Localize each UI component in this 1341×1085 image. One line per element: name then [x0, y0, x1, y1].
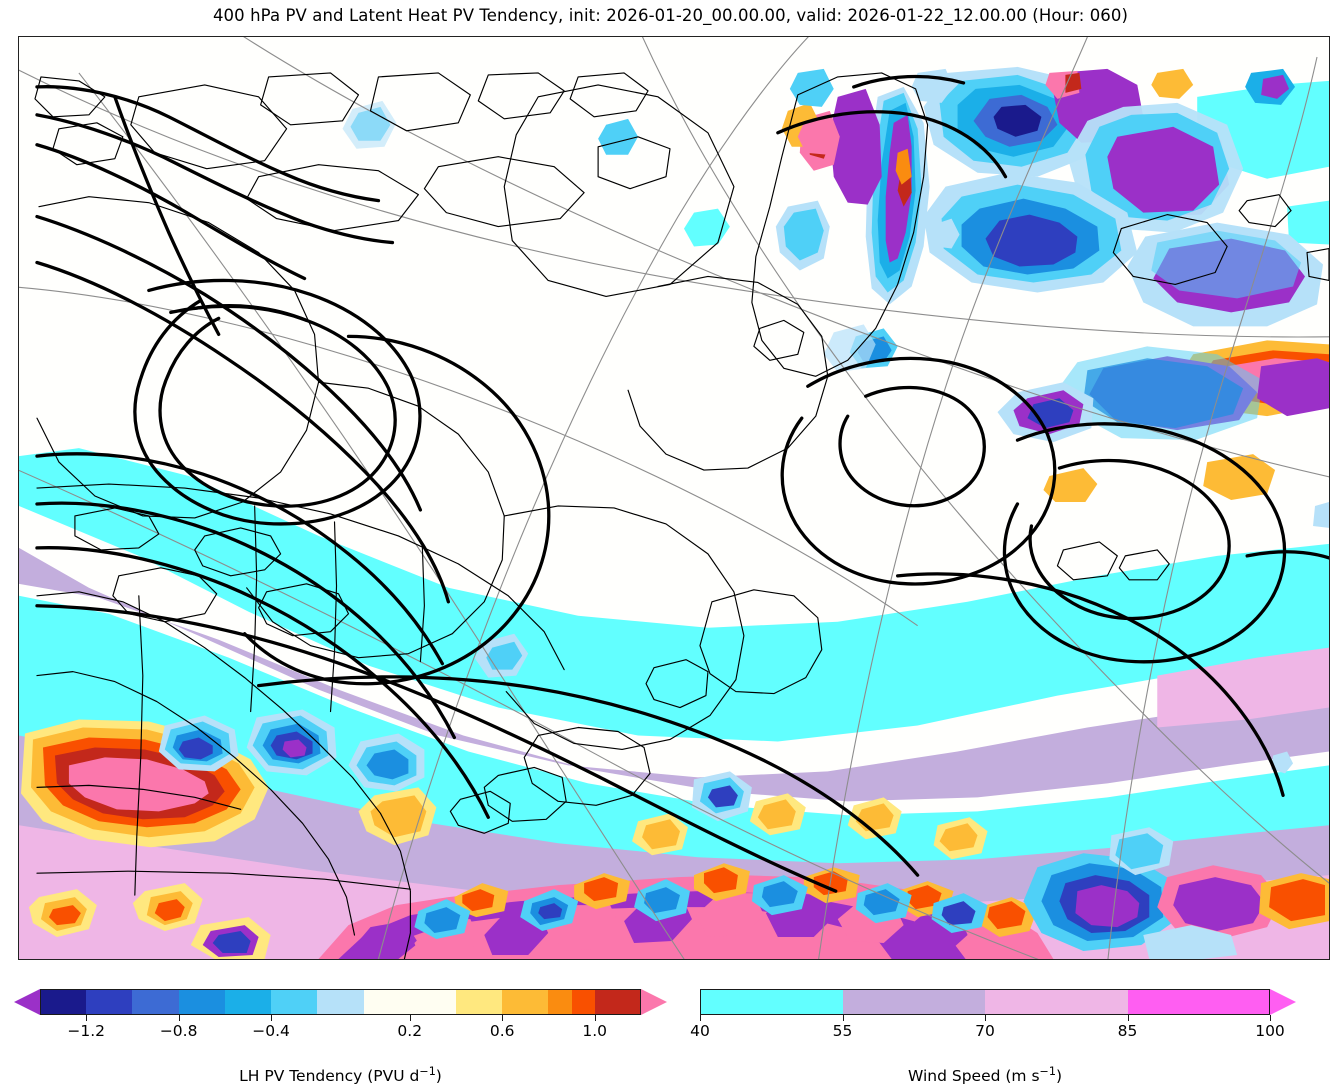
colorbar-lh-segment: [224, 989, 272, 1015]
tick-mark: [594, 1015, 596, 1021]
colorbar-ws-segment: [985, 989, 1128, 1015]
tick-mark: [985, 1015, 986, 1021]
colorbar-ws-segment: [1127, 989, 1270, 1015]
colorbar-ws-label-exponent: −1: [1039, 1064, 1056, 1078]
colorbar-wind-speed[interactable]: 40 55 70 85 100 Wind Speed (m s−1): [690, 989, 1296, 1085]
tick-mark: [86, 1015, 88, 1021]
colorbar-lh-gradient[interactable]: [14, 989, 667, 1015]
colorbar-ws-label-tail: ): [1055, 1067, 1063, 1085]
tick-label: 70: [975, 1022, 995, 1040]
colorbar-lh-segment: [40, 989, 87, 1015]
coastline-layer: [34, 72, 1329, 959]
tick-label: 0.6: [489, 1022, 515, 1040]
tick-mark: [1127, 1015, 1129, 1021]
colorbar-lh-segment: [548, 989, 572, 1015]
colorbar-lh-segment: [178, 989, 225, 1015]
colorbar-lh-extend-max-arrow: [641, 989, 667, 1015]
graticule-layer: [19, 37, 1329, 959]
colorbar-lh-ticks: −1.2 −0.8 −0.4 0.2 0.6 1.0 LH PV Tendenc…: [40, 1015, 641, 1085]
lh-pv-tendency-fill-layer: [20, 66, 1329, 959]
colorbar-lh-pv-tendency[interactable]: −1.2 −0.8 −0.4 0.2 0.6 1.0 LH PV Tendenc…: [14, 989, 667, 1085]
map-canvas: [19, 37, 1329, 959]
colorbar-ws-axis-label: Wind Speed (m s−1): [700, 1064, 1270, 1085]
colorbar-ws-ticks: 40 55 70 85 100 Wind Speed (m s−1): [690, 1015, 1285, 1085]
colorbar-ws-gradient[interactable]: [700, 989, 1296, 1015]
pv-contour-layer: [35, 74, 1329, 893]
storm-band-cluster: [318, 771, 1329, 959]
colorbar-lh-segment: [455, 989, 503, 1015]
tick-label: −0.4: [252, 1022, 290, 1040]
tick-mark: [842, 1015, 844, 1021]
colorbar-lh-segment: [594, 989, 641, 1015]
tick-mark: [700, 1015, 701, 1021]
tick-label: −1.2: [67, 1022, 106, 1040]
map-plot-area[interactable]: [18, 36, 1330, 960]
tick-label: 40: [690, 1022, 710, 1040]
tick-mark: [409, 1015, 411, 1021]
colorbar-lh-segment: [502, 989, 549, 1015]
page-title: 400 hPa PV and Latent Heat PV Tendency, …: [212, 6, 1129, 25]
colorbar-lh-segment: [571, 989, 595, 1015]
tick-label: 0.2: [397, 1022, 423, 1040]
tick-label: 85: [1117, 1022, 1138, 1040]
colorbar-lh-segment: [363, 989, 456, 1015]
tick-label: 100: [1255, 1022, 1285, 1040]
colorbar-lh-segment: [317, 989, 364, 1015]
tick-mark: [1270, 1015, 1271, 1021]
colorbar-lh-axis-label: LH PV Tendency (PVU d−1): [40, 1064, 641, 1085]
colorbar-lh-segment: [86, 989, 133, 1015]
tick-mark: [502, 1015, 504, 1021]
colorbar-lh-segment: [132, 989, 179, 1015]
tick-mark: [178, 1015, 180, 1021]
colorbar-ws-segment: [842, 989, 985, 1015]
tick-label: 1.0: [582, 1022, 607, 1040]
tick-mark: [271, 1015, 273, 1021]
colorbar-lh-label-exponent: −1: [419, 1064, 436, 1078]
colorbar-lh-label-main: LH PV Tendency (PVU d: [239, 1067, 420, 1085]
colorbar-lh-segment: [271, 989, 318, 1015]
tick-label: 55: [832, 1022, 853, 1040]
colorbar-ws-label-main: Wind Speed (m s: [907, 1067, 1040, 1085]
tick-label: −0.8: [159, 1022, 198, 1040]
colorbar-lh-extend-min-arrow: [14, 989, 40, 1015]
colorbar-lh-label-tail: ): [435, 1067, 442, 1085]
colorbar-ws-extend-max-arrow: [1270, 989, 1296, 1015]
colorbar-ws-segment: [700, 989, 843, 1015]
